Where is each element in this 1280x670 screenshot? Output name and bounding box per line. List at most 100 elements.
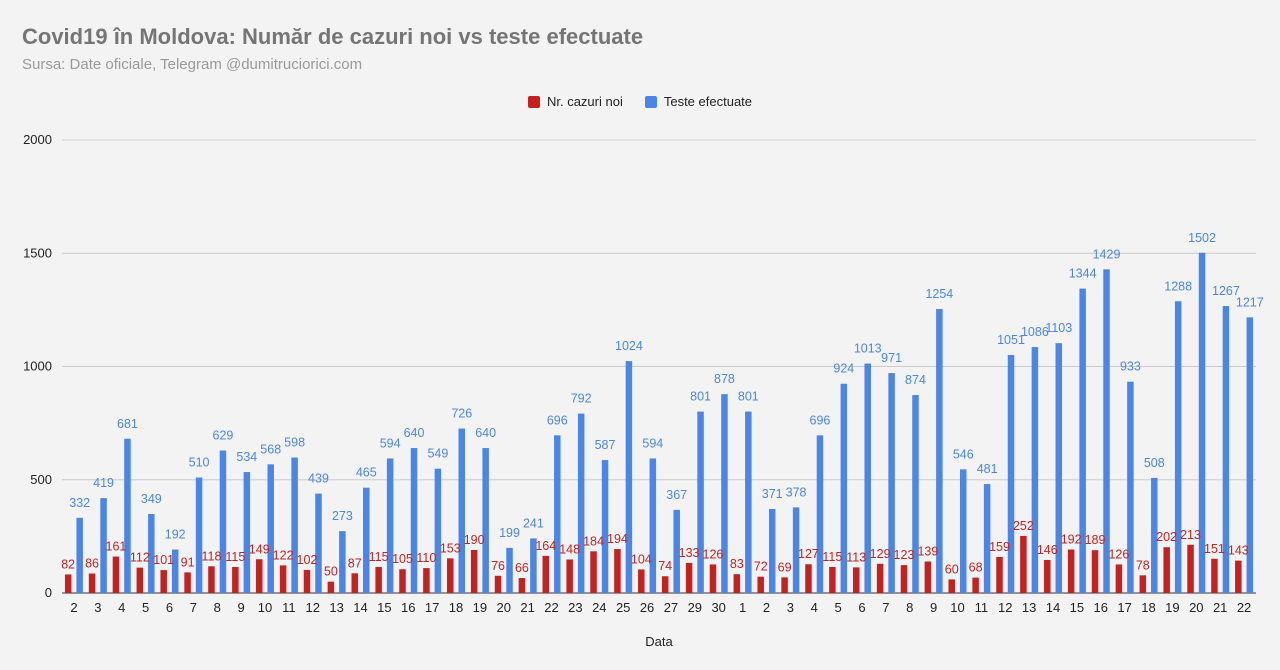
bar-cases [1091, 550, 1099, 593]
bar-tests [530, 538, 537, 593]
bar-cases [972, 577, 979, 593]
bar-cases [470, 549, 478, 593]
y-tick-label: 500 [30, 472, 52, 487]
data-label-tests: 378 [786, 485, 807, 499]
data-label-cases: 126 [1108, 547, 1129, 561]
bar-cases [805, 564, 812, 593]
bar-cases [757, 576, 764, 593]
bar-cases [852, 567, 860, 593]
bar-cases [638, 569, 645, 593]
data-label-tests: 508 [1144, 456, 1165, 470]
bar-cases [255, 559, 263, 593]
bar-tests [100, 498, 107, 593]
bar-tests [1079, 288, 1086, 593]
data-label-cases: 82 [61, 557, 75, 571]
data-label-tests: 874 [905, 373, 926, 387]
legend-label-cases: Nr. cazuri noi [546, 94, 623, 109]
bar-cases [900, 565, 908, 593]
data-label-tests: 546 [953, 447, 974, 461]
bar-tests [1007, 354, 1015, 593]
data-label-cases: 164 [535, 539, 556, 553]
x-tick-label: 8 [214, 600, 221, 615]
data-label-tests: 192 [165, 528, 186, 542]
bar-cases [112, 556, 120, 593]
data-label-tests: 792 [571, 392, 592, 406]
y-tick-label: 0 [45, 585, 52, 600]
legend-swatch-cases [527, 95, 540, 108]
bar-tests [506, 547, 513, 593]
data-label-tests: 681 [117, 417, 138, 431]
data-label-tests: 367 [666, 488, 687, 502]
y-tick-label: 2000 [23, 132, 52, 147]
bar-tests [171, 549, 179, 593]
data-label-cases: 68 [969, 561, 983, 575]
data-label-cases: 252 [1013, 519, 1034, 533]
bar-tests [1222, 306, 1230, 593]
x-tick-label: 17 [425, 600, 439, 615]
x-tick-label: 6 [166, 600, 173, 615]
bar-cases [948, 579, 955, 593]
data-label-tests: 241 [523, 516, 544, 530]
data-label-cases: 118 [202, 549, 222, 563]
data-label-tests: 1254 [925, 287, 953, 301]
bar-cases [423, 568, 430, 593]
data-label-tests: 801 [738, 390, 759, 404]
data-label-cases: 190 [464, 533, 485, 547]
data-label-cases: 76 [491, 559, 505, 573]
bar-cases [1187, 544, 1194, 593]
data-label-cases: 115 [225, 550, 245, 564]
legend-item-tests: Teste efectuate [644, 94, 752, 109]
bar-tests [1127, 381, 1134, 593]
data-label-tests: 971 [881, 351, 902, 365]
bar-tests [697, 411, 704, 593]
x-tick-label: 26 [640, 600, 654, 615]
x-tick-label: 3 [787, 600, 794, 615]
data-label-cases: 133 [679, 546, 700, 560]
bar-tests [1055, 343, 1063, 593]
bar-tests [1246, 317, 1254, 593]
bar-cases [1115, 564, 1123, 593]
x-tick-label: 21 [520, 600, 534, 615]
x-tick-label: 22 [544, 600, 558, 615]
bar-cases [1067, 549, 1075, 593]
bar-tests [983, 484, 991, 593]
data-label-tests: 371 [762, 487, 783, 501]
bar-tests [960, 469, 967, 593]
bar-cases [375, 566, 382, 593]
bar-cases [614, 549, 621, 593]
data-label-tests: 587 [595, 438, 616, 452]
y-tick-label: 1500 [23, 245, 52, 260]
bar-cases [160, 570, 167, 593]
data-label-cases: 110 [416, 551, 436, 565]
chart-title: Covid19 în Moldova: Număr de cazuri noi … [22, 24, 644, 49]
x-tick-label: 13 [329, 600, 343, 615]
x-tick-label: 16 [1094, 600, 1108, 615]
x-tick-label: 17 [1117, 600, 1131, 615]
bar-tests [721, 394, 728, 593]
bar-cases [88, 573, 96, 593]
x-tick-label: 13 [1022, 600, 1036, 615]
bar-cases [590, 551, 597, 593]
data-label-cases: 105 [392, 552, 413, 566]
data-label-tests: 419 [93, 476, 114, 490]
data-label-cases: 202 [1156, 530, 1177, 544]
x-tick-label: 9 [930, 600, 937, 615]
x-tick-label: 3 [94, 600, 101, 615]
bar-cases [494, 575, 502, 593]
data-label-tests: 629 [213, 429, 234, 443]
bar-tests [291, 457, 298, 593]
data-label-tests: 1267 [1212, 284, 1240, 298]
data-label-cases: 127 [798, 547, 819, 561]
data-label-tests: 568 [260, 442, 281, 456]
bar-tests [76, 517, 83, 593]
x-tick-label: 27 [664, 600, 678, 615]
x-tick-label: 18 [1141, 600, 1155, 615]
x-tick-label: 5 [834, 600, 841, 615]
x-tick-label: 4 [118, 600, 125, 615]
bar-tests [219, 450, 227, 593]
bar-tests [888, 373, 895, 593]
data-label-tests: 332 [69, 496, 90, 510]
data-label-cases: 123 [894, 548, 915, 562]
bar-cases [136, 567, 144, 593]
data-label-cases: 151 [1204, 542, 1225, 556]
